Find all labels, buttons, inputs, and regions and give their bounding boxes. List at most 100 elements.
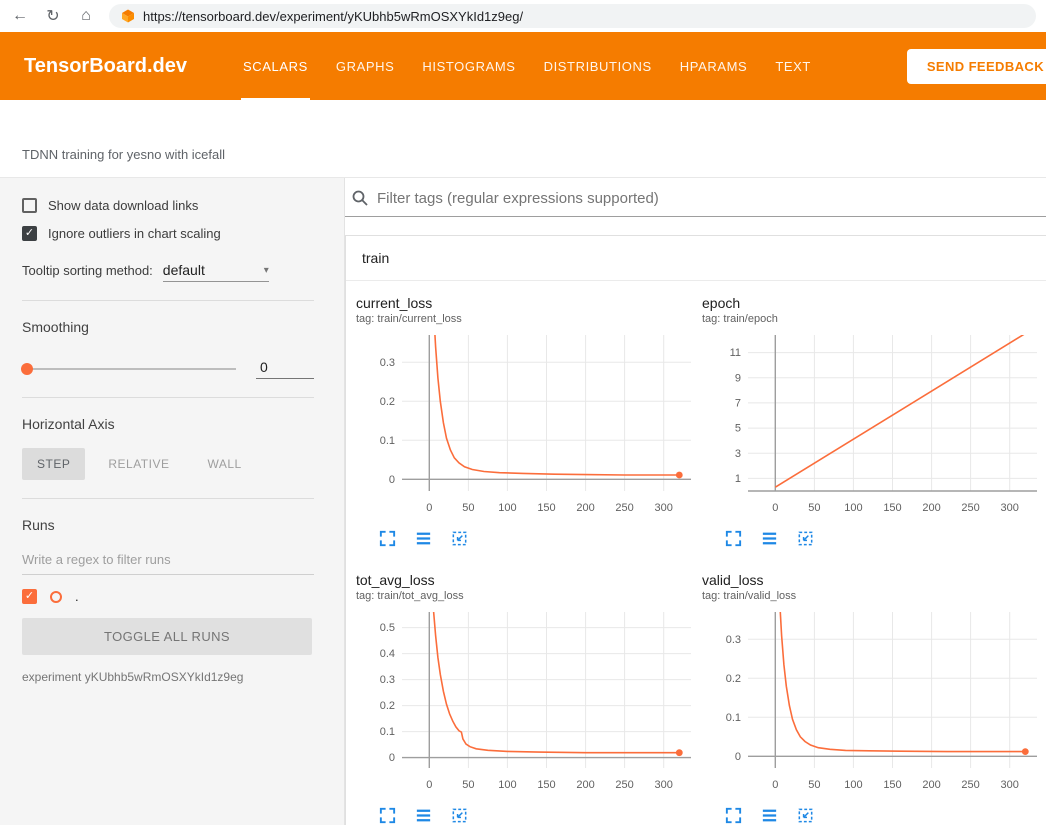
tab-hparams[interactable]: HPARAMS	[666, 32, 762, 100]
checkbox-unchecked-icon[interactable]	[22, 198, 37, 213]
svg-text:3: 3	[735, 448, 741, 460]
run-name: .	[75, 589, 79, 604]
tensorboard-favicon	[121, 9, 135, 23]
fit-domain-icon[interactable]	[796, 529, 815, 548]
wall-button[interactable]: WALL	[192, 448, 256, 480]
divider	[22, 397, 314, 398]
svg-text:1: 1	[735, 473, 741, 485]
svg-text:300: 300	[655, 779, 673, 791]
url-text: https://tensorboard.dev/experiment/yKUbh…	[143, 9, 523, 24]
svg-text:250: 250	[961, 779, 979, 791]
divider	[22, 300, 314, 301]
line-chart-valid-loss[interactable]: 05010015020025030000.10.20.3	[702, 606, 1042, 796]
svg-text:0: 0	[426, 502, 432, 514]
svg-text:150: 150	[537, 779, 555, 791]
line-chart-current-loss[interactable]: 05010015020025030000.10.20.3	[356, 329, 696, 519]
run-list-item[interactable]: ✓ .	[22, 589, 314, 604]
relative-button[interactable]: RELATIVE	[93, 448, 184, 480]
svg-text:0.3: 0.3	[380, 674, 395, 686]
line-chart-epoch[interactable]: 0501001502002503001357911	[702, 329, 1042, 519]
yaxis-log-scale-icon[interactable]	[760, 806, 779, 825]
fit-domain-icon[interactable]	[450, 529, 469, 548]
search-icon	[351, 189, 369, 207]
send-feedback-button[interactable]: SEND FEEDBACK	[907, 49, 1046, 84]
nav-tabs: SCALARS GRAPHS HISTOGRAMS DISTRIBUTIONS …	[229, 32, 825, 100]
yaxis-log-scale-icon[interactable]	[414, 806, 433, 825]
fullscreen-icon[interactable]	[378, 529, 397, 548]
svg-text:200: 200	[922, 502, 940, 514]
tab-distributions[interactable]: DISTRIBUTIONS	[530, 32, 666, 100]
chart-toolbar	[356, 806, 700, 825]
chart-toolbar	[702, 529, 1046, 548]
svg-text:200: 200	[576, 779, 594, 791]
chart-tag: tag: train/tot_avg_loss	[356, 590, 700, 602]
ignore-outliers-checkbox-row[interactable]: ✓ Ignore outliers in chart scaling	[22, 226, 314, 241]
fullscreen-icon[interactable]	[378, 806, 397, 825]
svg-text:0: 0	[389, 474, 395, 486]
toggle-all-runs-button[interactable]: TOGGLE ALL RUNS	[22, 618, 312, 655]
filter-tags-input[interactable]	[377, 190, 1040, 207]
train-section-header[interactable]: train	[346, 236, 1046, 281]
chart-title: current_loss	[356, 295, 700, 311]
settings-sidebar: Show data download links ✓ Ignore outlie…	[0, 178, 345, 825]
ignore-outliers-label: Ignore outliers in chart scaling	[48, 226, 221, 241]
chart-tag: tag: train/current_loss	[356, 313, 700, 325]
chart-tot-avg-loss: tot_avg_loss tag: train/tot_avg_loss 050…	[356, 572, 700, 825]
svg-text:0.3: 0.3	[380, 357, 395, 369]
tooltip-sorting-select[interactable]: default ▾	[163, 262, 269, 282]
app-logo: TensorBoard.dev	[24, 55, 187, 78]
fullscreen-icon[interactable]	[724, 806, 743, 825]
svg-text:0.2: 0.2	[726, 673, 741, 685]
svg-text:200: 200	[922, 779, 940, 791]
slider-thumb[interactable]	[21, 363, 33, 375]
smoothing-slider[interactable]	[22, 368, 236, 370]
experiment-subheader: TDNN training for yesno with icefall	[0, 100, 1046, 178]
content: Show data download links ✓ Ignore outlie…	[0, 178, 1046, 825]
horizontal-axis-label: Horizontal Axis	[22, 416, 314, 432]
tab-histograms[interactable]: HISTOGRAMS	[408, 32, 529, 100]
smoothing-value-input[interactable]: 0	[256, 359, 314, 379]
line-chart-tot-avg-loss[interactable]: 05010015020025030000.10.20.30.40.5	[356, 606, 696, 796]
show-download-links-checkbox-row[interactable]: Show data download links	[22, 198, 314, 213]
svg-text:0.4: 0.4	[380, 648, 395, 660]
tab-graphs[interactable]: GRAPHS	[322, 32, 409, 100]
svg-text:0.5: 0.5	[380, 622, 395, 634]
yaxis-log-scale-icon[interactable]	[414, 529, 433, 548]
chart-title: valid_loss	[702, 572, 1046, 588]
filter-tags-row	[345, 178, 1046, 217]
svg-text:0: 0	[735, 751, 741, 763]
chart-valid-loss: valid_loss tag: train/valid_loss 0501001…	[702, 572, 1046, 825]
svg-text:250: 250	[615, 502, 633, 514]
tab-scalars[interactable]: SCALARS	[229, 32, 322, 100]
fit-domain-icon[interactable]	[796, 806, 815, 825]
svg-text:150: 150	[883, 779, 901, 791]
tab-text[interactable]: TEXT	[761, 32, 825, 100]
svg-text:0: 0	[426, 779, 432, 791]
svg-text:0: 0	[772, 779, 778, 791]
train-section-card: train current_loss tag: train/current_lo…	[345, 235, 1046, 825]
chart-tag: tag: train/valid_loss	[702, 590, 1046, 602]
home-icon[interactable]: ⌂	[76, 7, 96, 25]
fullscreen-icon[interactable]	[724, 529, 743, 548]
checkbox-checked-icon[interactable]: ✓	[22, 226, 37, 241]
chart-title: tot_avg_loss	[356, 572, 700, 588]
horizontal-axis-buttons: STEP RELATIVE WALL	[22, 448, 314, 480]
run-checkbox-checked-icon[interactable]: ✓	[22, 589, 37, 604]
chart-toolbar	[702, 806, 1046, 825]
back-icon[interactable]: ←	[10, 7, 30, 25]
chart-title: epoch	[702, 295, 1046, 311]
svg-text:150: 150	[883, 502, 901, 514]
address-bar[interactable]: https://tensorboard.dev/experiment/yKUbh…	[109, 4, 1036, 28]
runs-filter-input[interactable]	[22, 545, 314, 575]
svg-text:300: 300	[655, 502, 673, 514]
run-color-swatch-icon	[50, 591, 62, 603]
experiment-title: TDNN training for yesno with icefall	[22, 147, 225, 162]
reload-icon[interactable]: ↻	[43, 6, 63, 26]
svg-text:0.1: 0.1	[380, 726, 395, 738]
scalars-main: train current_loss tag: train/current_lo…	[345, 178, 1046, 825]
svg-text:0.2: 0.2	[380, 700, 395, 712]
fit-domain-icon[interactable]	[450, 806, 469, 825]
yaxis-log-scale-icon[interactable]	[760, 529, 779, 548]
chart-tag: tag: train/epoch	[702, 313, 1046, 325]
step-button[interactable]: STEP	[22, 448, 85, 480]
